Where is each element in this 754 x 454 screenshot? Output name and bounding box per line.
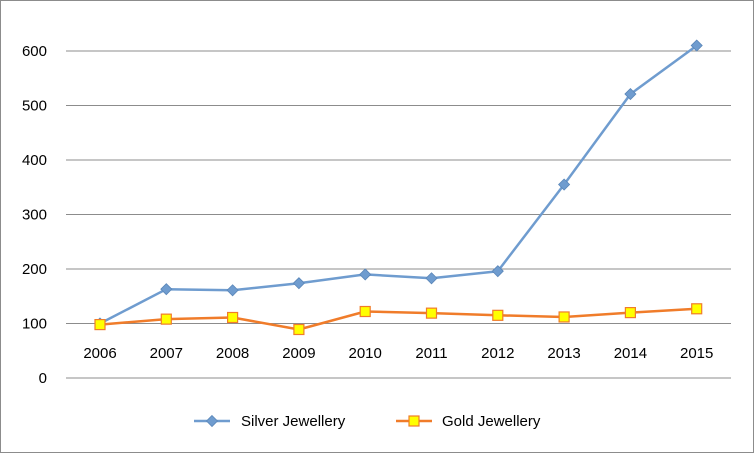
x-tick-label: 2013 — [547, 345, 580, 362]
data-point — [491, 265, 504, 278]
data-point — [359, 305, 371, 318]
x-tick-label: 2015 — [680, 345, 713, 362]
data-point — [558, 311, 570, 323]
y-tick-label: 400 — [22, 152, 47, 169]
data-point — [425, 272, 438, 285]
x-tick-label: 2012 — [481, 345, 514, 362]
y-tick-label: 600 — [22, 43, 47, 60]
data-point — [492, 309, 504, 321]
y-tick-label: 100 — [22, 316, 47, 333]
gridlines — [66, 50, 731, 379]
data-point — [226, 284, 239, 297]
data-point — [227, 311, 239, 324]
x-tick-label: 2010 — [349, 345, 382, 362]
data-point — [359, 268, 372, 281]
x-axis-ticks: 2006 2007 2008 2009 2010 2011 2012 2013 2014 2015 — [83, 345, 713, 362]
legend-label: Silver Jewellery — [241, 413, 346, 430]
y-tick-label: 200 — [22, 261, 47, 278]
y-tick-label: 0 — [39, 370, 47, 387]
y-tick-label: 500 — [22, 98, 47, 115]
data-point — [624, 87, 637, 101]
data-point — [292, 277, 305, 290]
data-point — [94, 318, 106, 331]
x-tick-label: 2011 — [415, 345, 447, 362]
x-tick-label: 2009 — [282, 345, 315, 362]
series-line-2 — [99, 307, 697, 331]
data-point — [691, 303, 703, 315]
legend-marker-diamond — [205, 414, 219, 428]
data-point — [624, 307, 637, 319]
x-tick-label: 2006 — [83, 345, 116, 362]
data-point — [558, 178, 571, 191]
legend-label: Gold Jewellery — [442, 413, 541, 430]
data-point — [160, 283, 173, 296]
legend: Silver Jewellery Gold Jewellery — [194, 413, 541, 430]
x-tick-label: 2014 — [614, 345, 647, 362]
x-tick-label: 2008 — [216, 345, 249, 362]
data-point — [160, 313, 172, 325]
series-layer — [93, 39, 703, 336]
y-tick-label: 300 — [22, 207, 47, 224]
data-point — [690, 39, 703, 52]
legend-marker-square — [408, 415, 420, 427]
series-line-1 — [99, 44, 698, 325]
data-point — [293, 323, 305, 336]
y-axis-ticks: 0 100 200 300 400 500 600 — [22, 43, 47, 387]
x-tick-label: 2007 — [150, 345, 183, 362]
data-point — [425, 307, 438, 319]
